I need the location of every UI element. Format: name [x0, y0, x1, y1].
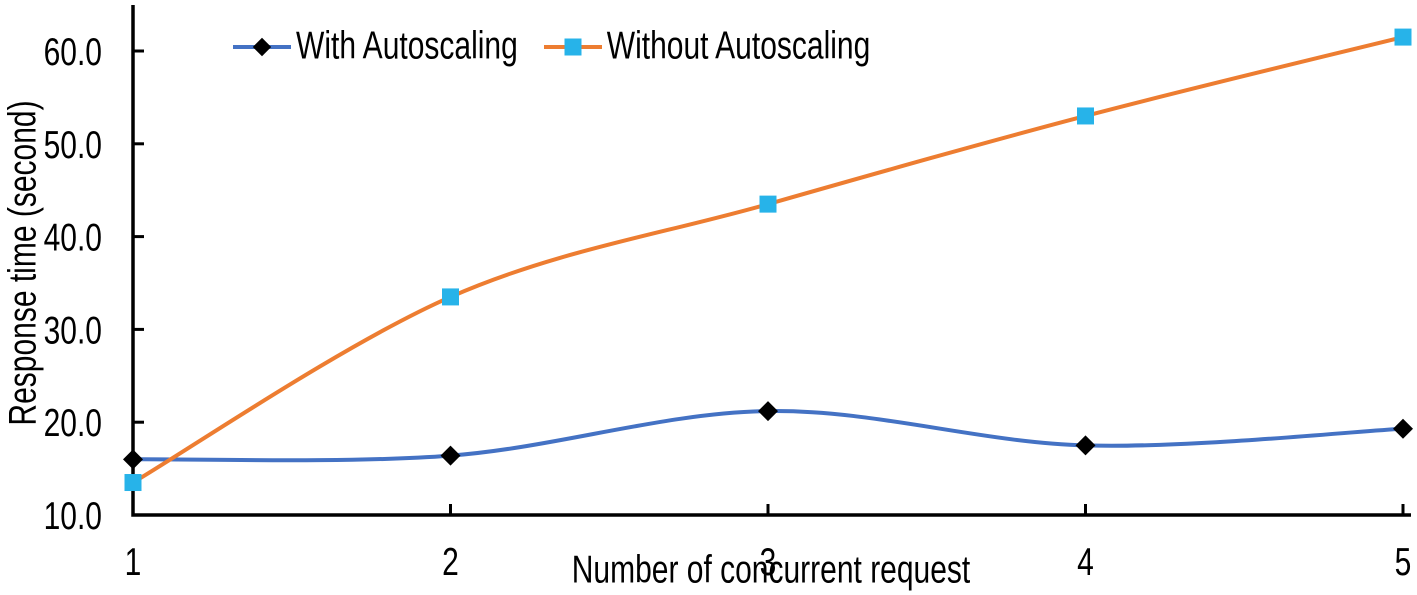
legend-label: With Autoscaling [296, 24, 518, 68]
data-point-square [442, 288, 459, 306]
data-point-square [1394, 28, 1412, 46]
square-marker-icon [564, 38, 582, 56]
y-tick-label: 20.0 [44, 403, 102, 446]
legend-item-without-autoscaling: Without Autoscaling [543, 25, 870, 68]
x-tick-label: 4 [1077, 541, 1094, 584]
data-point-square [124, 474, 142, 492]
legend-label: Without Autoscaling [606, 24, 871, 68]
legend: With Autoscaling Without Autoscaling [233, 25, 870, 68]
y-tick-label: 50.0 [44, 124, 102, 167]
data-point-diamond [1075, 435, 1096, 456]
y-tick-label: 10.0 [44, 495, 102, 538]
x-tick-label: 2 [442, 541, 459, 584]
x-tick-label: 3 [760, 541, 777, 584]
y-tick-label: 40.0 [44, 217, 102, 260]
legend-line-sample [543, 36, 602, 58]
data-point-diamond [758, 401, 778, 422]
legend-line-sample [233, 36, 291, 58]
diamond-marker-icon [252, 37, 272, 57]
data-point-diamond [1393, 418, 1413, 439]
data-point-square [759, 195, 777, 213]
data-point-diamond [440, 445, 461, 466]
data-point-square [1077, 107, 1094, 125]
y-tick-label: 30.0 [44, 310, 102, 353]
x-tick-label: 1 [125, 541, 142, 584]
legend-item-with-autoscaling: With Autoscaling [233, 25, 518, 68]
x-tick-label: 5 [1395, 541, 1412, 584]
data-point-diamond [123, 449, 143, 470]
x-axis-title: Number of concurrent request [571, 548, 971, 592]
y-tick-label: 60.0 [44, 31, 102, 74]
